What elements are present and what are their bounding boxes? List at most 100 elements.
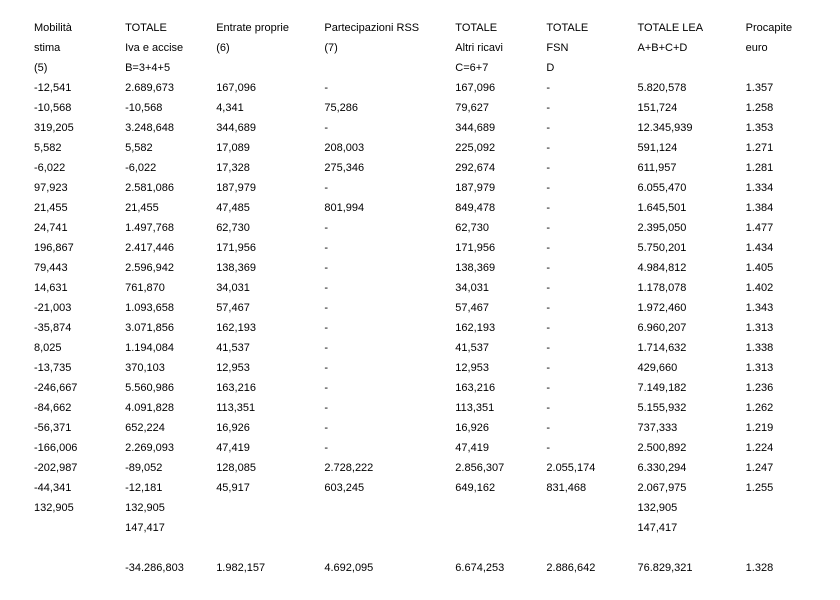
data-row-cell: - <box>542 140 633 160</box>
data-row-cell: 34,031 <box>212 280 320 300</box>
header-row-1-cell: TOTALE LEA <box>633 20 741 40</box>
data-row-cell: 151,724 <box>633 100 741 120</box>
data-row-cell: 1.497,768 <box>121 220 212 240</box>
data-row-cell: - <box>542 260 633 280</box>
data-row-cell: - <box>320 80 451 100</box>
data-row-cell: 12,953 <box>212 360 320 380</box>
header-row-3-cell <box>212 60 320 80</box>
data-row-cell: - <box>542 380 633 400</box>
data-row-cell: 5.560,986 <box>121 380 212 400</box>
data-row-cell: -6,022 <box>121 160 212 180</box>
data-row-cell: 1.714,632 <box>633 340 741 360</box>
data-row-cell: 603,245 <box>320 480 451 500</box>
data-row-cell: 801,994 <box>320 200 451 220</box>
data-row-cell: 1.236 <box>742 380 810 400</box>
data-row-cell: 47,419 <box>451 440 542 460</box>
data-row-cell: - <box>542 200 633 220</box>
data-row-cell: 12,953 <box>451 360 542 380</box>
data-row-cell: 1.224 <box>742 440 810 460</box>
data-row: 8,0251.194,08441,537-41,537-1.714,6321.3… <box>30 340 810 360</box>
data-row-cell: 2.728,222 <box>320 460 451 480</box>
data-row-cell: -44,341 <box>30 480 121 500</box>
data-row-cell: 1.093,658 <box>121 300 212 320</box>
data-row-cell: - <box>542 120 633 140</box>
data-row-cell: 132,905 <box>30 500 121 520</box>
totals-cell: -34.286,803 <box>121 560 212 580</box>
data-row-cell: 2.269,093 <box>121 440 212 460</box>
data-row-cell: 171,956 <box>451 240 542 260</box>
data-row-cell: 47,419 <box>212 440 320 460</box>
data-row-cell: - <box>542 160 633 180</box>
data-row-cell: 62,730 <box>451 220 542 240</box>
data-row-cell: 429,660 <box>633 360 741 380</box>
data-row-cell: 113,351 <box>212 400 320 420</box>
data-row-cell: 7.149,182 <box>633 380 741 400</box>
data-row-cell: 3.248,648 <box>121 120 212 140</box>
header-row-2-cell: (6) <box>212 40 320 60</box>
data-row-cell <box>542 520 633 540</box>
data-row-cell: 97,923 <box>30 180 121 200</box>
data-row-cell: 79,627 <box>451 100 542 120</box>
data-row-cell: - <box>320 400 451 420</box>
data-row-cell: 4.091,828 <box>121 400 212 420</box>
data-row-cell: - <box>542 80 633 100</box>
data-row-cell: 57,467 <box>212 300 320 320</box>
data-row-cell: 1.313 <box>742 360 810 380</box>
data-row-cell: 1.313 <box>742 320 810 340</box>
data-row-cell: 45,917 <box>212 480 320 500</box>
data-row-cell: 344,689 <box>451 120 542 140</box>
data-row-cell: 3.071,856 <box>121 320 212 340</box>
header-row-2-cell: Altri ricavi <box>451 40 542 60</box>
data-row-cell: 1.343 <box>742 300 810 320</box>
data-row-cell: -166,006 <box>30 440 121 460</box>
data-row-cell: -21,003 <box>30 300 121 320</box>
data-row: -44,341-12,18145,917603,245649,162831,46… <box>30 480 810 500</box>
data-row-cell: 2.596,942 <box>121 260 212 280</box>
header-row-2: stimaIva e accise(6)(7)Altri ricaviFSNA+… <box>30 40 810 60</box>
data-row-cell: 24,741 <box>30 220 121 240</box>
data-row-cell: - <box>320 180 451 200</box>
totals-cell: 2.886,642 <box>542 560 633 580</box>
data-row-cell: -202,987 <box>30 460 121 480</box>
data-row-cell: 1.262 <box>742 400 810 420</box>
data-row: -84,6624.091,828113,351-113,351-5.155,93… <box>30 400 810 420</box>
data-row-cell: 5.750,201 <box>633 240 741 260</box>
data-row-cell: 1.281 <box>742 160 810 180</box>
data-row-cell: 132,905 <box>633 500 741 520</box>
data-row-cell: 6.055,470 <box>633 180 741 200</box>
data-row-cell: - <box>320 280 451 300</box>
data-row-cell: - <box>542 180 633 200</box>
totals-cell: 4.692,095 <box>320 560 451 580</box>
data-row-cell <box>451 500 542 520</box>
data-row-cell: - <box>542 280 633 300</box>
data-row-cell: 128,085 <box>212 460 320 480</box>
data-row-cell: -12,181 <box>121 480 212 500</box>
totals-cell: 1.328 <box>742 560 810 580</box>
data-row-cell: 14,631 <box>30 280 121 300</box>
data-row-cell: 147,417 <box>121 520 212 540</box>
data-row-cell: 1.338 <box>742 340 810 360</box>
data-row-cell: 47,485 <box>212 200 320 220</box>
data-row-cell: -12,541 <box>30 80 121 100</box>
spacer-cell <box>451 540 542 560</box>
data-row-cell: - <box>542 220 633 240</box>
data-row-cell: - <box>320 120 451 140</box>
data-row-cell: -10,568 <box>121 100 212 120</box>
data-row-cell: 1.334 <box>742 180 810 200</box>
data-row-cell: 208,003 <box>320 140 451 160</box>
totals-cell <box>30 560 121 580</box>
data-row-cell: 167,096 <box>212 80 320 100</box>
header-row-1: MobilitàTOTALEEntrate propriePartecipazi… <box>30 20 810 40</box>
data-row-cell: 1.405 <box>742 260 810 280</box>
data-row-cell: 167,096 <box>451 80 542 100</box>
header-row-2-cell: FSN <box>542 40 633 60</box>
data-row-cell <box>320 500 451 520</box>
header-row-1-cell: Procapite <box>742 20 810 40</box>
header-row-3-cell: (5) <box>30 60 121 80</box>
data-row-cell: 1.353 <box>742 120 810 140</box>
data-row: -35,8743.071,856162,193-162,193-6.960,20… <box>30 320 810 340</box>
data-row: 196,8672.417,446171,956-171,956-5.750,20… <box>30 240 810 260</box>
data-row-cell <box>212 520 320 540</box>
data-row-cell: - <box>320 220 451 240</box>
data-row-cell: - <box>320 440 451 460</box>
